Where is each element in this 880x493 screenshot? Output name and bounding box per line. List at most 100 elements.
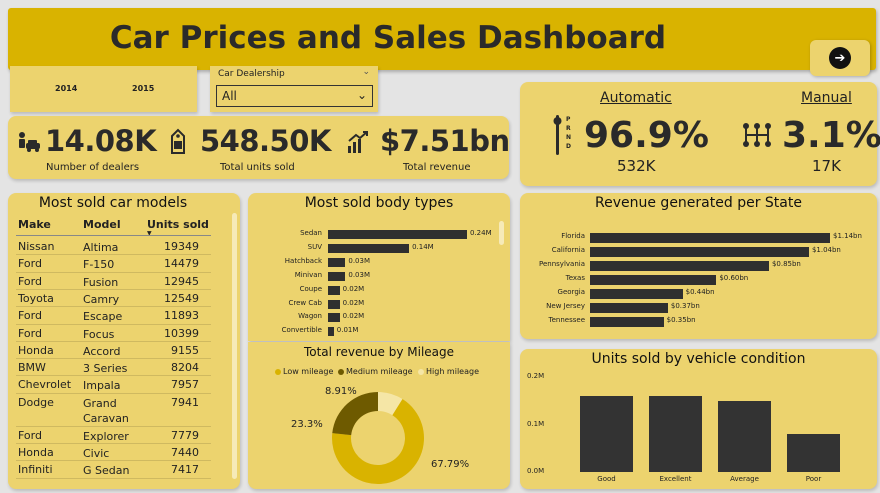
- year-option-2015[interactable]: 2015: [132, 84, 155, 93]
- table-row-divider: [16, 460, 211, 462]
- bar-category-label: Georgia: [557, 288, 585, 296]
- bar-category-label: Hatchback: [284, 256, 322, 265]
- table-cell-units: 7779: [171, 428, 199, 442]
- condition-panel: Units sold by vehicle condition 0.0M 0.1M…: [520, 349, 877, 489]
- table-row-divider: [16, 375, 211, 377]
- bar-category-label: Tennessee: [548, 316, 585, 324]
- table-cell-units: 8204: [171, 361, 199, 375]
- table-row-divider: [16, 306, 211, 308]
- table-cell-make: Ford: [18, 309, 42, 323]
- y-axis-tick-label: 0.2M: [527, 372, 545, 380]
- bar-category-label: California: [551, 246, 585, 254]
- revenue-growth-icon: [348, 131, 368, 153]
- units-value: 548.50K: [200, 124, 331, 158]
- table-scrollbar[interactable]: [232, 213, 237, 479]
- bar: [590, 261, 769, 271]
- legend-label: High mileage: [426, 367, 479, 376]
- manual-units: 17K: [812, 157, 841, 175]
- table-cell-make: Ford: [18, 257, 42, 271]
- dealership-slicer: Car Dealership ⌄ All ⌄: [210, 66, 378, 112]
- bar-value-label: $0.37bn: [670, 302, 700, 310]
- table-cell-units: 19349: [164, 240, 199, 253]
- legend-dot: [275, 368, 281, 375]
- chevron-down-icon: ⌄: [356, 88, 367, 102]
- condition-bar: [649, 396, 702, 472]
- table-cell-make: Ford: [18, 274, 42, 288]
- bar-value-label: $0.35bn: [666, 316, 696, 324]
- table-cell-model: Civic: [83, 447, 110, 460]
- year-option-2014[interactable]: 2014: [55, 84, 78, 93]
- table-cell-units: 7417: [171, 463, 199, 477]
- price-tag-icon: [171, 128, 185, 154]
- bar-category-label: Pennsylvania: [539, 260, 585, 268]
- bar-category-label: Convertible: [281, 326, 322, 335]
- models-table-panel: Most sold car models Make Model Units so…: [8, 193, 240, 489]
- bar-value-label: 0.14M: [412, 242, 434, 251]
- state-revenue-panel: Revenue generated per State Florida $1.14…: [520, 193, 877, 339]
- mileage-donut-chart: [332, 392, 424, 484]
- table-cell-units: 11893: [164, 309, 199, 323]
- gear-letters: P R N D: [566, 116, 572, 150]
- table-row-divider: [16, 271, 211, 273]
- table-cell-units: 7957: [171, 378, 199, 392]
- legend-item: Low mileage: [275, 367, 333, 376]
- donut-value-label: 8.91%: [325, 386, 357, 397]
- bar: [590, 289, 683, 299]
- x-axis-tick-label: Excellent: [659, 475, 692, 483]
- condition-bar: [718, 400, 771, 472]
- donut-slice-medium-mileage: [332, 392, 378, 436]
- bar-value-label: $0.44bn: [685, 288, 715, 296]
- transmission-panel: Automatic Manual P R N D 96.9% 532K 3.1%…: [520, 82, 880, 186]
- chevron-down-icon[interactable]: ⌄: [362, 67, 370, 77]
- dealership-label: Car Dealership: [218, 69, 285, 79]
- table-cell-make: Ford: [18, 428, 42, 442]
- bar-value-label: 0.03M: [348, 256, 371, 265]
- table-cell-make: Infiniti: [18, 463, 53, 477]
- x-axis-tick-label: Average: [730, 475, 759, 483]
- table-header-make[interactable]: Make: [18, 218, 51, 231]
- dealership-selected-value: All: [222, 89, 237, 103]
- legend-dot: [338, 368, 344, 375]
- bar-category-label: Florida: [561, 232, 585, 240]
- table-cell-units: 7941: [171, 395, 199, 409]
- donut-slice-high-mileage: [378, 392, 403, 416]
- donut-value-label: 67.79%: [431, 459, 470, 470]
- bar-category-label: Sedan: [300, 229, 322, 237]
- table-header-units[interactable]: Units sold: [147, 218, 209, 231]
- body-types-scrollbar[interactable]: [499, 221, 504, 245]
- table-cell-make: Ford: [18, 326, 42, 340]
- table-row-divider: [16, 323, 211, 325]
- revenue-label: Total revenue: [403, 162, 471, 173]
- bar-category-label: Texas: [565, 274, 585, 282]
- table-cell-units: 7440: [171, 446, 199, 459]
- legend-dot: [418, 368, 424, 375]
- table-header-divider: [16, 235, 211, 236]
- condition-bar: [787, 434, 840, 472]
- table-cell-model: Focus: [83, 327, 115, 341]
- bar: [328, 327, 334, 337]
- mileage-title: Total revenue by Mileage: [303, 345, 455, 359]
- table-cell-model: Impala: [83, 379, 121, 393]
- table-cell-make: Chevrolet: [18, 378, 72, 392]
- gear-shift-icon: [553, 115, 562, 155]
- x-axis-tick-label: Good: [597, 475, 616, 483]
- bar-category-label: Crew Cab: [288, 298, 323, 307]
- bar-value-label: $1.04bn: [811, 246, 841, 254]
- kpi-panel: 14.08K Number of dealers 548.50K Total u…: [8, 116, 510, 179]
- next-page-button[interactable]: ➔: [810, 40, 870, 76]
- bar: [328, 285, 340, 295]
- donut-value-label: 23.3%: [291, 419, 323, 430]
- units-label: Total units sold: [220, 162, 295, 173]
- table-cell-make: Honda: [18, 446, 54, 459]
- dealership-dropdown[interactable]: All ⌄: [216, 85, 373, 107]
- bar-value-label: 0.03M: [348, 270, 371, 279]
- bar: [590, 247, 809, 257]
- table-cell-make: Toyota: [18, 291, 54, 305]
- table-header-model[interactable]: Model: [83, 218, 121, 231]
- year-slicer[interactable]: 2014 2015: [10, 66, 197, 112]
- bar-category-label: Wagon: [298, 312, 322, 321]
- bar-value-label: 0.02M: [342, 284, 365, 293]
- table-cell-units: 10399: [164, 326, 199, 340]
- table-cell-make: BMW: [18, 361, 46, 375]
- table-row-divider: [16, 392, 211, 394]
